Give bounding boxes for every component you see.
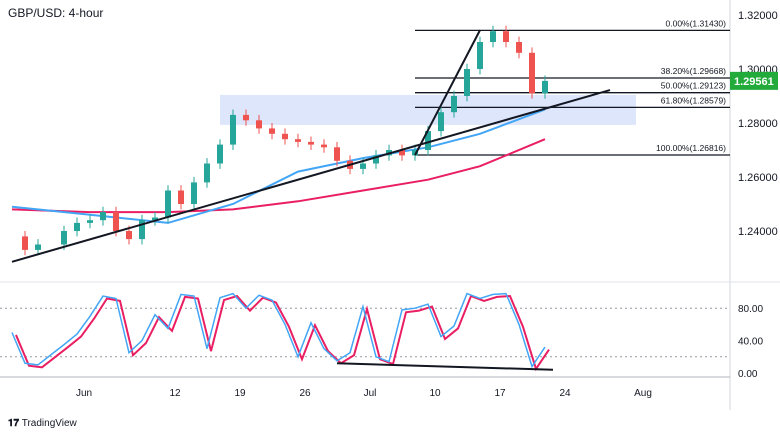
candle [100,212,106,221]
tradingview-logo: 𝟏𝟕 TradingView [8,418,77,429]
candle [503,31,509,42]
candle [399,150,405,156]
time-tick: Jul [364,388,377,399]
support-zone [220,94,636,125]
candle [256,120,262,129]
candle [113,212,119,231]
candle [282,133,288,140]
candle [178,190,184,204]
price-tick: 1.26000 [738,172,778,184]
price-tick: 1.24000 [738,226,778,238]
stoch-tick: 0.00 [738,369,758,380]
candle [152,217,158,221]
price-tick: 1.28000 [738,118,778,130]
stoch-trendline [336,362,554,371]
fib-level-label: 100.00%(1.26816) [656,143,726,153]
candle [165,190,171,218]
candle [425,131,431,150]
candle [360,163,366,169]
ma-fast-line [11,108,546,224]
candle [35,244,41,250]
chart-title: GBP/USD: 4-hour [8,6,104,20]
tv-icon: 𝟏𝟕 [8,418,20,429]
price-tick: 1.32000 [738,10,778,22]
time-tick: 19 [234,388,246,399]
fib-level-label: 0.00%(1.31430) [666,18,727,28]
candle [373,155,379,164]
candle [477,42,483,69]
time-tick: Jun [76,388,92,399]
candle [451,96,457,113]
candle [217,144,223,164]
stoch-k-line [11,292,546,369]
time-tick: 17 [494,388,506,399]
candle [22,236,28,250]
time-tick: Aug [634,388,652,399]
stoch-tick: 40.00 [738,337,763,348]
candle [308,141,314,145]
candle [542,80,548,94]
trendline [414,29,481,156]
candle [438,112,444,132]
fib-level-label: 38.20%(1.29668) [661,66,726,76]
time-tick: 10 [429,388,441,399]
candle [230,114,236,145]
fib-level-label: 61.80%(1.28579) [661,95,726,105]
candle [464,69,470,96]
candle [269,128,275,134]
candle [412,150,418,156]
candle [191,182,197,204]
candle [87,220,93,223]
candle [516,42,522,53]
fib-level-label: 50.00%(1.29123) [661,81,726,91]
candle [295,139,301,142]
candle [126,231,132,240]
candle [334,147,340,161]
candle [243,114,249,121]
candle [139,220,145,240]
brand-text: TradingView [21,418,77,429]
time-tick: 12 [169,388,181,399]
current-price-label: 1.29561 [734,76,774,88]
candle [61,231,67,245]
candle [490,31,496,42]
time-tick: 26 [299,388,311,399]
current-price-badge [730,71,778,90]
candle [529,52,535,94]
stoch-tick: 80.00 [738,304,763,315]
candle [321,144,327,148]
candle [204,163,210,183]
time-tick: 24 [559,388,571,399]
trendline [11,89,611,263]
candle [74,222,80,231]
ma-slow-line [11,138,546,214]
